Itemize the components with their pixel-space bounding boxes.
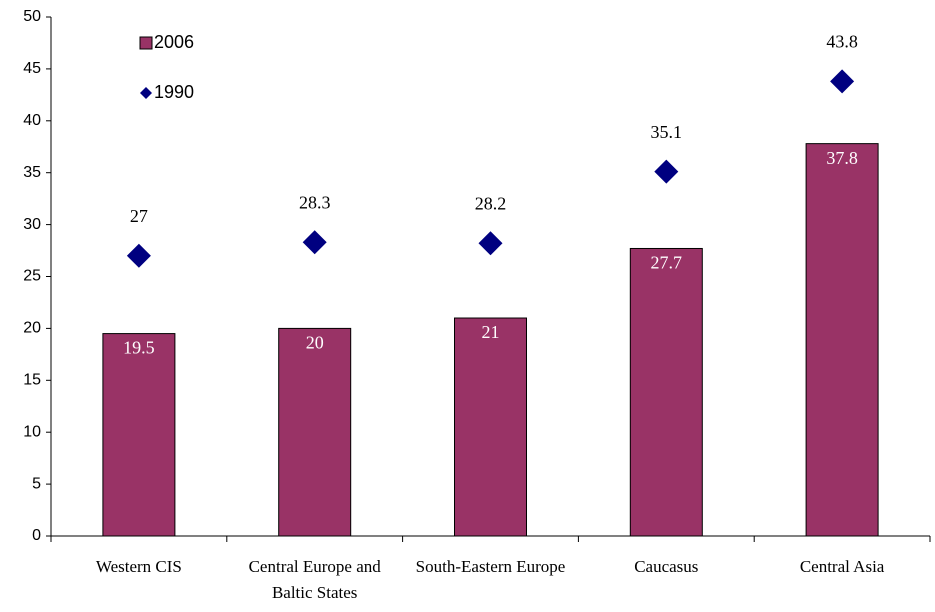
bar xyxy=(629,247,703,537)
marker-value-label: 28.3 xyxy=(299,192,331,212)
marker xyxy=(478,231,503,256)
marker-value-label: 35.1 xyxy=(651,122,683,142)
x-tick-label: Central Europe and Baltic States xyxy=(248,557,381,602)
marker xyxy=(302,230,327,255)
legend-swatch xyxy=(140,87,152,99)
y-tick-label: 15 xyxy=(23,372,41,389)
y-tick-label: 5 xyxy=(32,475,41,492)
y-tick-label: 0 xyxy=(32,527,41,544)
y-tick-label: 25 xyxy=(23,268,41,285)
marker xyxy=(830,69,855,94)
x-tick-label: South-Eastern Europe xyxy=(415,557,566,576)
marker xyxy=(126,243,151,268)
y-tick-label: 35 xyxy=(23,164,41,181)
bar-value-label: 37.8 xyxy=(826,148,858,168)
bar-value-label: 19.5 xyxy=(123,338,155,358)
marker-value-label: 27 xyxy=(130,206,148,226)
bar xyxy=(102,333,176,537)
y-tick-label: 45 xyxy=(23,60,41,77)
y-tick-label: 20 xyxy=(23,320,41,337)
bar-value-label: 20 xyxy=(306,333,324,353)
legend-swatch xyxy=(139,36,153,50)
y-tick-label: 50 xyxy=(23,8,41,25)
x-tick-label: Caucasus xyxy=(634,557,699,576)
legend-label: 2006 xyxy=(154,32,194,52)
marker-value-label: 43.8 xyxy=(826,31,858,51)
y-tick-label: 40 xyxy=(23,112,41,129)
x-tick-label: Western CIS xyxy=(95,557,182,576)
x-tick-label: Central Asia xyxy=(799,557,885,576)
bar-value-label: 21 xyxy=(482,322,500,342)
bar xyxy=(805,143,879,537)
legend-label: 1990 xyxy=(154,82,194,102)
y-tick-label: 10 xyxy=(23,423,41,440)
bar xyxy=(454,317,527,537)
y-tick-label: 30 xyxy=(23,216,41,233)
bar xyxy=(278,327,352,537)
marker-value-label: 28.2 xyxy=(475,193,507,213)
marker xyxy=(654,159,679,184)
bar-value-label: 27.7 xyxy=(651,253,683,273)
